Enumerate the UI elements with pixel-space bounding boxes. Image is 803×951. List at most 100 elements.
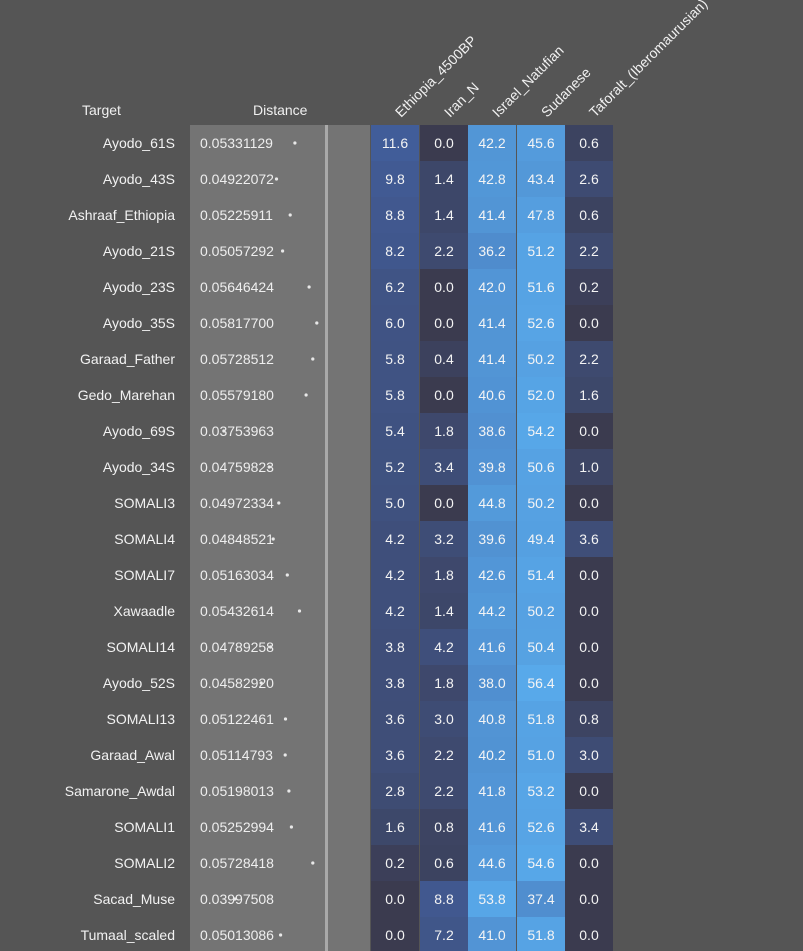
distance-dot [271,537,275,541]
cell-value: 0.8 [434,819,454,835]
distance-dot [304,393,308,397]
distance-dot [293,141,297,145]
table-row: Ayodo_61S 0.05331129 11.6 0.0 42.2 45.6 0.6 [103,125,613,161]
table-row: SOMALI2 0.05728418 0.2 0.6 44.6 54.6 0.0 [114,845,613,881]
heat-cell [565,233,613,269]
heat-cell [468,881,516,917]
heat-cell [468,665,516,701]
cell-value: 1.8 [434,675,454,691]
cell-value: 52.0 [527,387,554,403]
target-label: Ayodo_23S [103,279,175,295]
heat-cell [517,305,565,341]
heat-cell [468,341,516,377]
cell-value: 50.6 [527,459,554,475]
cell-value: 38.6 [478,423,505,439]
heat-cell [468,305,516,341]
cell-value: 3.0 [434,711,454,727]
heat-cell [371,845,419,881]
target-label: SOMALI14 [107,639,176,655]
cell-value: 41.6 [478,639,505,655]
cell-value: 1.8 [434,423,454,439]
heat-cell [517,413,565,449]
cell-value: 2.2 [434,747,454,763]
table-row: SOMALI4 0.04848521 4.2 3.2 39.6 49.4 3.6 [114,521,613,557]
distance-dot [259,681,263,685]
cell-value: 52.6 [527,819,554,835]
heat-cell [565,737,613,773]
cell-value: 4.2 [385,531,405,547]
heat-cell [565,629,613,665]
cell-value: 41.6 [478,819,505,835]
heat-cell [565,701,613,737]
distance-value: 0.05057292 [200,243,274,259]
cell-value: 2.8 [385,783,405,799]
cell-value: 0.6 [579,135,599,151]
table-row: Ayodo_34S 0.04759823 5.2 3.4 39.8 50.6 1.0 [103,449,613,485]
cell-value: 37.4 [527,891,554,907]
heat-cell [468,125,516,161]
target-label: SOMALI3 [114,495,175,511]
distance-panel [190,125,370,951]
heat-cell [565,665,613,701]
cell-value: 1.4 [434,603,454,619]
heat-cell [420,161,468,197]
distance-dot [315,321,319,325]
cell-value: 3.6 [385,711,405,727]
heat-cell [517,737,565,773]
heat-cell [468,593,516,629]
cell-value: 54.6 [527,855,554,871]
cell-value: 1.6 [385,819,405,835]
heat-cell [468,449,516,485]
heat-cell [371,341,419,377]
cell-value: 3.4 [434,459,454,475]
heat-cell [517,809,565,845]
cell-value: 42.0 [478,279,505,295]
cell-value: 3.6 [579,531,599,547]
table-row: Garaad_Father 0.05728512 5.8 0.4 41.4 50.2 2.2 [80,341,613,377]
cell-value: 9.8 [385,171,405,187]
heat-cell [371,269,419,305]
heat-cell [517,377,565,413]
cell-value: 3.4 [579,819,599,835]
heat-cell [371,413,419,449]
target-label: SOMALI2 [114,855,175,871]
distance-value: 0.05728512 [200,351,274,367]
target-label: Sacad_Muse [93,891,175,907]
target-label: Garaad_Father [80,351,175,367]
heat-cell [371,701,419,737]
distance-value: 0.04972334 [200,495,274,511]
cell-value: 42.8 [478,171,505,187]
distance-dot [267,465,271,469]
cell-value: 42.2 [478,135,505,151]
table-row: Garaad_Awal 0.05114793 3.6 2.2 40.2 51.0 3.0 [90,737,613,773]
distance-dot [277,501,281,505]
distance-value: 0.05646424 [200,279,274,295]
cell-value: 39.8 [478,459,505,475]
target-label: Ayodo_35S [103,315,175,331]
cell-value: 50.2 [527,495,554,511]
cell-value: 0.0 [385,927,405,943]
cell-value: 47.8 [527,207,554,223]
heat-cell [517,269,565,305]
heat-cell [517,701,565,737]
cell-value: 50.4 [527,639,554,655]
heat-cell [371,809,419,845]
cell-value: 6.0 [385,315,405,331]
heat-cell [371,665,419,701]
heat-cell [420,197,468,233]
table-row: SOMALI7 0.05163034 4.2 1.8 42.6 51.4 0.0 [114,557,613,593]
cell-value: 0.8 [579,711,599,727]
table-row: Ayodo_23S 0.05646424 6.2 0.0 42.0 51.6 0.2 [103,269,613,305]
target-label: Tumaal_scaled [81,927,175,943]
cell-value: 0.0 [579,891,599,907]
cell-value: 0.0 [579,639,599,655]
heat-cell [517,629,565,665]
heat-cell [371,161,419,197]
distance-value: 0.05198013 [200,783,274,799]
cell-value: 0.0 [434,387,454,403]
target-label: Ayodo_61S [103,135,175,151]
distance-value: 0.05122461 [200,711,274,727]
cell-value: 41.4 [478,351,505,367]
table-row: Samarone_Awdal 0.05198013 2.8 2.2 41.8 53.2 0.… [65,773,613,809]
cell-value: 41.0 [478,927,505,943]
